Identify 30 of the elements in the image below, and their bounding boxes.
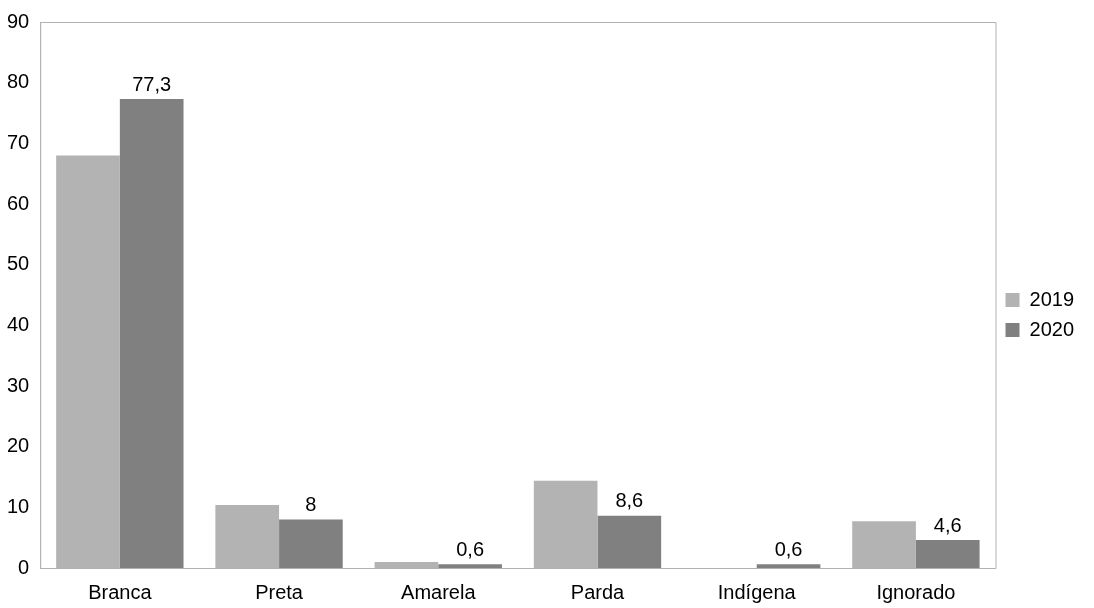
- y-tick-label: 10: [7, 494, 30, 517]
- bar: [756, 564, 821, 568]
- data-label: 77,3: [132, 72, 172, 95]
- data-label: 0,6: [456, 537, 485, 560]
- y-tick-label: 60: [7, 191, 30, 214]
- y-tick-label: 50: [7, 252, 30, 275]
- x-tick-label: Indígena: [717, 580, 797, 603]
- x-tick-label: Amarela: [401, 580, 477, 603]
- y-tick-label: 70: [7, 130, 30, 153]
- bar: [279, 519, 343, 568]
- data-label: 4,6: [933, 513, 962, 536]
- data-label: 8: [305, 492, 317, 515]
- y-tick-label: 90: [7, 9, 30, 32]
- y-tick-label: 40: [7, 312, 30, 335]
- bar: [915, 540, 980, 568]
- x-tick-label: Preta: [255, 580, 304, 603]
- y-tick-label: 0: [18, 555, 30, 578]
- y-tick-label: 80: [7, 70, 30, 93]
- x-tick-label: Ignorado: [876, 580, 956, 603]
- bar: [597, 515, 662, 568]
- data-label: 0,6: [774, 537, 803, 560]
- legend-label: 2019: [1029, 287, 1075, 310]
- bar: [119, 99, 184, 568]
- y-tick-label: 30: [7, 373, 30, 396]
- bar: [438, 564, 502, 568]
- legend-label: 2020: [1029, 317, 1075, 340]
- x-tick-label: Parda: [570, 580, 626, 603]
- x-tick-label: Branca: [88, 580, 153, 603]
- data-label: 8,6: [615, 489, 644, 512]
- y-tick-label: 20: [7, 434, 30, 457]
